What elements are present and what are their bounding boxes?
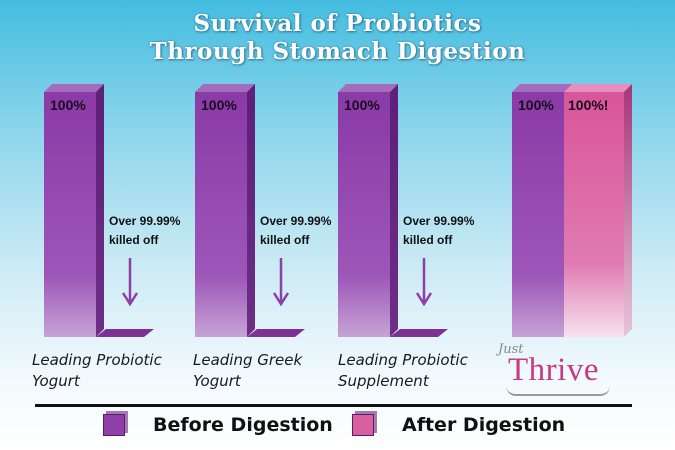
logo-big-text: Thrive [508, 352, 599, 388]
bar-after-3 [390, 329, 448, 337]
legend-swatch-after [352, 414, 374, 436]
bar-after-4 [564, 92, 624, 337]
logo-swoosh [506, 386, 610, 396]
down-arrow-head-icon [415, 292, 433, 307]
bar-after-4-side [624, 84, 632, 337]
legend-swatch-before [103, 414, 125, 436]
just-thrive-logo: Just Thrive [498, 342, 618, 400]
legend-label-after: After Digestion [402, 414, 566, 436]
killed-label-line2-1: killed off [109, 233, 159, 247]
bar-before-4-top [512, 84, 572, 92]
chart-title-line2: Through Stomach Digestion [149, 38, 526, 65]
legend-label-before: Before Digestion [153, 414, 333, 436]
bar-before-1-top [44, 84, 104, 92]
data-label-before-1: 100% [50, 97, 86, 113]
data-label-before-2: 100% [201, 97, 237, 113]
data-label-before-4: 100% [518, 97, 554, 113]
category-label-line2: Supplement [338, 372, 429, 390]
down-arrow-head-icon [121, 292, 139, 307]
legend-item-before: Before Digestion [103, 410, 333, 440]
chart-title-line1: Survival of Probiotics [193, 10, 482, 37]
category-label-probiotic-supplement: Leading Probiotic Supplement [338, 350, 468, 392]
bar-after-2 [247, 329, 305, 337]
category-label-line1: Leading Probiotic [32, 351, 162, 369]
bar-before-2 [195, 92, 247, 337]
legend-divider [35, 404, 632, 407]
logo-small-text: Just [498, 342, 524, 357]
killed-label-line1-1: Over 99.99% [109, 214, 181, 228]
killed-label-line2-3: killed off [403, 233, 453, 247]
data-label-after-4: 100%! [568, 97, 608, 113]
bar-before-2-side [247, 84, 255, 337]
killed-label-line2-2: killed off [260, 233, 310, 247]
category-label-line1: Leading Probiotic [338, 351, 468, 369]
legend-item-after: After Digestion [352, 410, 565, 440]
category-label-line2: Yogurt [193, 372, 241, 390]
bar-before-2-top [195, 84, 255, 92]
bar-before-1-side [96, 84, 104, 337]
bar-after-1 [96, 329, 154, 337]
category-label-greek-yogurt: Leading Greek Yogurt [193, 350, 302, 392]
bar-after-4-top [564, 84, 632, 92]
category-label-probiotic-yogurt: Leading Probiotic Yogurt [32, 350, 162, 392]
bar-before-3-side [390, 84, 398, 337]
data-label-before-3: 100% [344, 97, 380, 113]
bar-before-3 [338, 92, 390, 337]
category-label-line1: Leading Greek [193, 351, 303, 369]
category-label-line2: Yogurt [32, 372, 80, 390]
bar-before-1 [44, 92, 96, 337]
down-arrow-head-icon [272, 292, 290, 307]
bar-before-3-top [338, 84, 398, 92]
bar-before-4 [512, 92, 564, 337]
killed-label-line1-3: Over 99.99% [403, 214, 475, 228]
killed-label-line1-2: Over 99.99% [260, 214, 332, 228]
